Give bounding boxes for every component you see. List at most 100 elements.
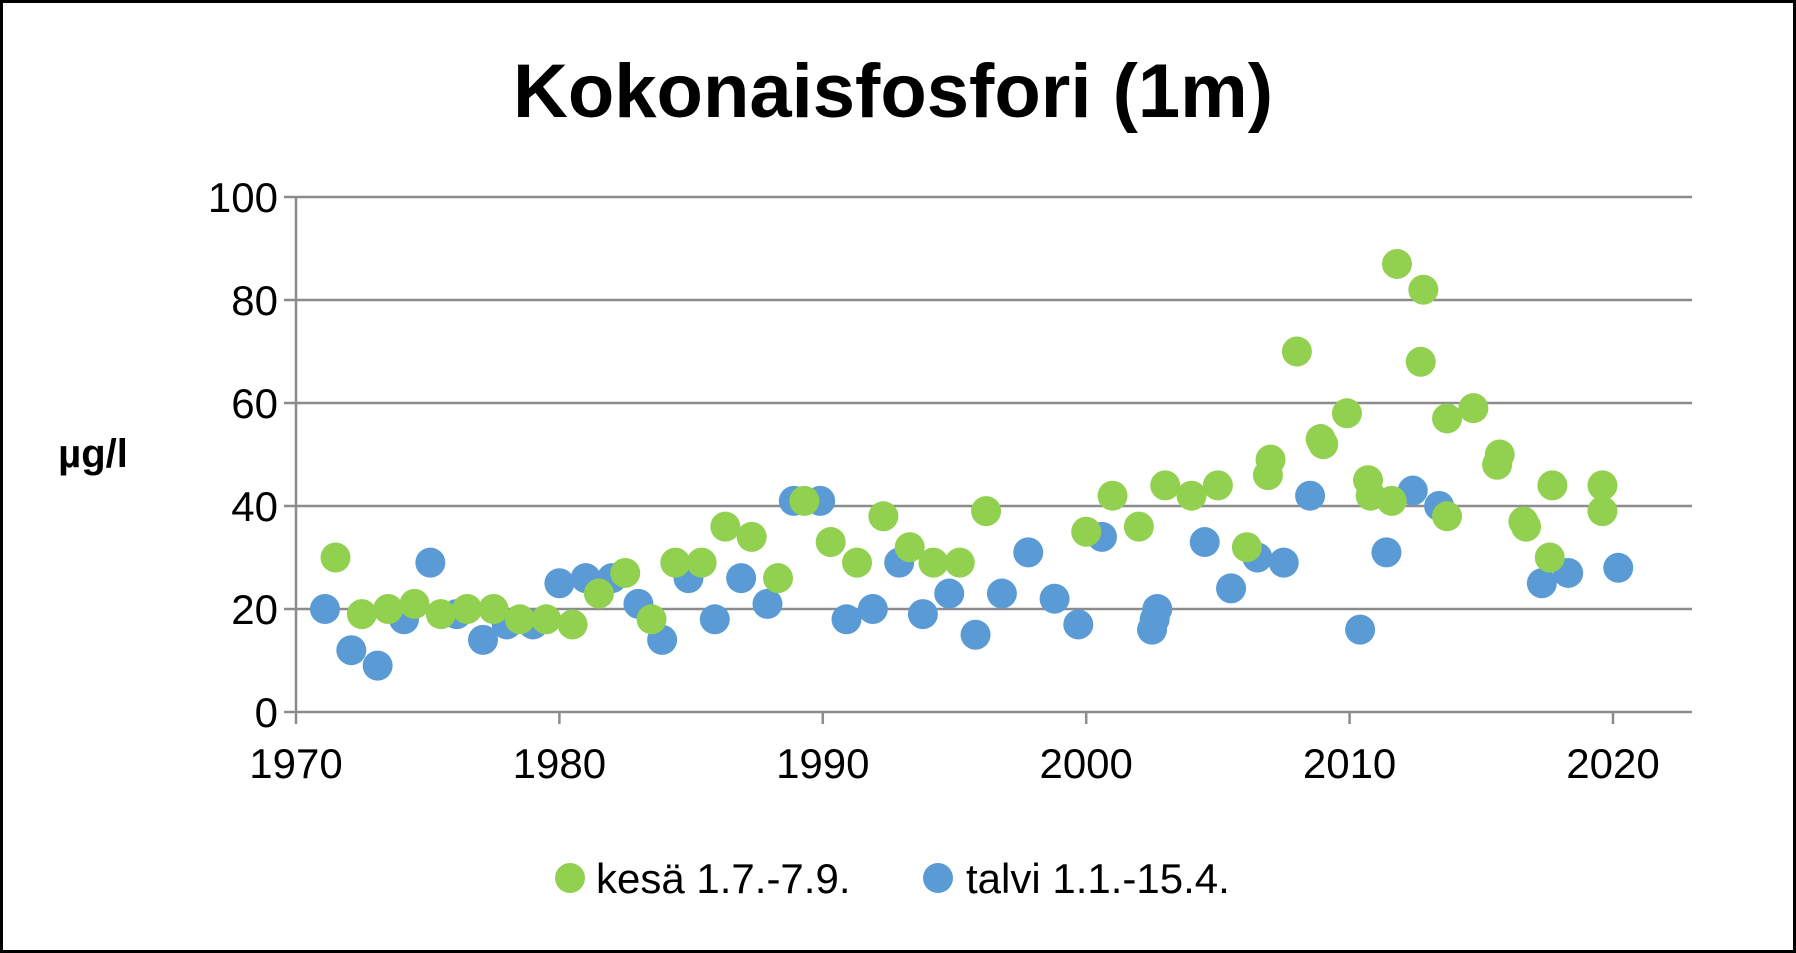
point-kesa-2 (373, 594, 404, 624)
legend: kesä 1.7.-7.9. talvi 1.1.-15.4. (555, 855, 1230, 902)
legend-marker-kesa (555, 863, 585, 893)
point-kesa-51 (1511, 511, 1542, 542)
point-kesa-0 (320, 542, 351, 573)
point-talvi-6 (468, 624, 499, 655)
point-talvi-28 (1039, 583, 1070, 614)
point-kesa-8 (531, 604, 562, 635)
point-kesa-28 (1123, 511, 1154, 542)
point-kesa-43 (1408, 274, 1439, 305)
point-kesa-11 (610, 557, 641, 588)
point-kesa-18 (789, 485, 820, 516)
point-talvi-25 (960, 619, 991, 650)
point-kesa-20 (842, 547, 873, 578)
point-talvi-39 (1345, 614, 1376, 645)
point-kesa-45 (1432, 403, 1463, 434)
y-tick-label-80: 80 (231, 277, 278, 324)
point-kesa-21 (868, 501, 899, 532)
point-kesa-49 (1484, 439, 1515, 470)
point-kesa-3 (399, 588, 430, 619)
y-tick-label-40: 40 (231, 483, 278, 530)
chart-title: Kokonaisfosfori (1m) (513, 49, 1273, 134)
point-kesa-25 (971, 496, 1002, 527)
data-points (309, 248, 1634, 681)
point-kesa-34 (1255, 444, 1286, 475)
point-talvi-35 (1216, 573, 1247, 604)
point-talvi-9 (544, 568, 575, 599)
point-talvi-15 (699, 604, 730, 635)
tick-labels: 0 20 40 60 80 100 1970 1980 1990 2000 2010 2020 (208, 174, 1660, 787)
point-talvi-33 (1142, 594, 1173, 624)
point-talvi-2 (362, 650, 393, 681)
point-talvi-43 (1526, 568, 1557, 599)
point-kesa-23 (918, 547, 949, 578)
point-kesa-17 (763, 563, 794, 594)
y-axis-label: µg/l (58, 432, 128, 476)
y-tick-label-60: 60 (231, 380, 278, 427)
point-kesa-24 (944, 547, 975, 578)
point-kesa-30 (1176, 480, 1207, 511)
point-talvi-0 (309, 594, 340, 624)
point-kesa-26 (1071, 516, 1102, 547)
point-kesa-32 (1231, 532, 1262, 563)
x-tick-label-1980: 1980 (513, 740, 606, 787)
point-kesa-46 (1432, 501, 1463, 532)
point-kesa-10 (583, 578, 614, 609)
point-kesa-41 (1376, 485, 1407, 516)
point-kesa-52 (1534, 542, 1565, 573)
point-kesa-27 (1097, 480, 1128, 511)
point-kesa-47 (1458, 393, 1489, 424)
point-talvi-27 (1013, 537, 1044, 568)
point-kesa-37 (1308, 429, 1339, 460)
point-talvi-17 (752, 588, 783, 619)
x-tick-label-1990: 1990 (776, 740, 869, 787)
point-kesa-16 (736, 521, 767, 552)
point-kesa-15 (710, 511, 741, 542)
y-tick-label-0: 0 (255, 689, 278, 736)
point-kesa-5 (452, 594, 483, 624)
point-talvi-24 (934, 578, 965, 609)
point-talvi-37 (1268, 547, 1299, 578)
point-kesa-29 (1150, 470, 1181, 501)
point-kesa-42 (1381, 248, 1412, 279)
point-talvi-38 (1295, 480, 1326, 511)
point-kesa-54 (1587, 470, 1618, 501)
legend-label-talvi: talvi 1.1.-15.4. (966, 855, 1230, 902)
point-kesa-31 (1202, 470, 1233, 501)
point-kesa-12 (636, 604, 667, 635)
legend-label-kesa: kesä 1.7.-7.9. (596, 855, 850, 902)
point-kesa-38 (1331, 398, 1362, 429)
point-talvi-34 (1189, 527, 1220, 558)
point-kesa-35 (1281, 336, 1312, 367)
point-kesa-53 (1537, 470, 1568, 501)
x-tick-label-2020: 2020 (1566, 740, 1659, 787)
legend-marker-talvi (923, 863, 953, 893)
point-kesa-22 (894, 532, 925, 563)
point-talvi-40 (1371, 537, 1402, 568)
point-kesa-55 (1587, 496, 1618, 527)
point-talvi-23 (907, 599, 938, 630)
point-talvi-29 (1063, 609, 1094, 640)
x-tick-label-2000: 2000 (1039, 740, 1132, 787)
point-talvi-1 (336, 635, 367, 666)
point-talvi-26 (986, 578, 1017, 609)
point-kesa-19 (815, 527, 846, 558)
y-tick-label-20: 20 (231, 586, 278, 633)
point-kesa-9 (557, 609, 588, 640)
point-talvi-21 (857, 594, 888, 624)
point-kesa-44 (1405, 346, 1436, 377)
point-kesa-6 (478, 594, 509, 624)
point-kesa-1 (346, 599, 377, 630)
point-talvi-4 (415, 547, 446, 578)
axes (284, 195, 1692, 724)
x-tick-label-1970: 1970 (249, 740, 342, 787)
point-talvi-16 (726, 563, 757, 594)
point-kesa-14 (686, 547, 717, 578)
point-talvi-45 (1603, 552, 1634, 583)
point-kesa-7 (504, 604, 535, 635)
point-kesa-4 (425, 599, 456, 630)
y-tick-label-100: 100 (208, 174, 278, 221)
point-kesa-13 (660, 547, 691, 578)
x-tick-label-2010: 2010 (1303, 740, 1396, 787)
point-talvi-20 (831, 604, 862, 635)
